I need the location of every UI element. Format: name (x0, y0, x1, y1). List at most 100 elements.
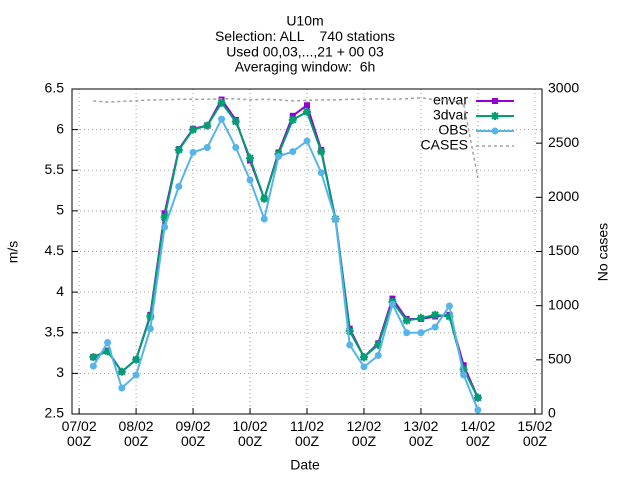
series-line (92, 116, 479, 411)
y2-tick-label: 1000 (548, 296, 579, 312)
marker (289, 148, 297, 156)
marker (132, 371, 140, 379)
marker (460, 371, 468, 379)
y2-tick-label: 3000 (548, 80, 579, 96)
marker (403, 329, 411, 337)
y2-tick-label: 1500 (548, 242, 579, 258)
marker (217, 98, 226, 107)
marker (374, 352, 382, 359)
legend-label: CASES (421, 137, 468, 153)
marker (175, 183, 183, 190)
marker (146, 312, 155, 321)
marker (445, 302, 453, 310)
marker (89, 353, 98, 362)
y2-tick-label: 2500 (548, 134, 579, 150)
marker (431, 310, 440, 319)
marker (317, 147, 326, 156)
x-tick-label: 10/02 00Z (232, 418, 268, 449)
marker (460, 362, 467, 369)
marker (303, 137, 311, 145)
marker (359, 353, 368, 362)
y-tick-label: 4 (56, 283, 64, 299)
y-tick-label: 2.5 (45, 405, 65, 421)
marker (346, 341, 354, 349)
x-tick-label: 13/02 00Z (403, 418, 439, 449)
y2-tick-label: 500 (548, 351, 572, 367)
marker (160, 213, 169, 222)
marker (104, 339, 112, 346)
x-tick-label: 09/02 00Z (175, 418, 211, 449)
marker (275, 152, 283, 160)
y-axis-label: m/s (5, 241, 21, 264)
marker (491, 127, 499, 135)
x-tick-label: 07/02 00Z (61, 418, 97, 449)
y-tick-label: 3.5 (45, 323, 65, 339)
marker (374, 340, 383, 349)
marker (246, 154, 255, 163)
marker (492, 98, 498, 104)
marker (189, 148, 197, 156)
legend-label: envar (433, 92, 468, 108)
marker (174, 145, 183, 154)
marker (445, 312, 454, 321)
marker (203, 121, 212, 130)
marker (231, 117, 240, 126)
y2-tick-label: 2000 (548, 188, 579, 204)
marker (232, 144, 240, 151)
marker (117, 367, 126, 376)
x-axis-label: Date (290, 457, 320, 473)
marker (103, 347, 112, 356)
marker (317, 169, 325, 177)
y-tick-label: 4.5 (45, 242, 65, 258)
chart-title: Used 00,03,...,21 + 00 03 (226, 43, 384, 59)
marker (260, 215, 268, 223)
y-tick-label: 3 (56, 364, 64, 380)
marker (118, 384, 126, 392)
marker (303, 107, 311, 116)
marker (203, 144, 211, 151)
marker (402, 316, 411, 325)
marker (491, 112, 499, 120)
x-tick-label: 15/02 00Z (517, 418, 553, 449)
marker (474, 406, 482, 414)
marker (161, 223, 169, 231)
marker (360, 363, 368, 371)
y2-tick-label: 0 (548, 405, 556, 421)
marker (260, 194, 269, 203)
series-line (93, 96, 479, 178)
y-tick-label: 6.5 (45, 80, 65, 96)
marker (416, 314, 425, 323)
marker (289, 112, 296, 119)
marker (345, 327, 354, 336)
marker (459, 365, 468, 374)
legend-label: 3dvar (433, 107, 468, 123)
marker (331, 215, 339, 223)
marker (431, 323, 439, 331)
y-tick-label: 5 (56, 202, 64, 218)
y-tick-label: 6 (56, 120, 64, 136)
marker (304, 102, 310, 109)
x-tick-label: 08/02 00Z (118, 418, 154, 449)
x-tick-label: 12/02 00Z (346, 418, 382, 449)
series-line (92, 101, 479, 399)
marker (288, 115, 297, 124)
chart-title: U10m (286, 13, 323, 29)
plot-border (71, 88, 543, 415)
marker (89, 362, 97, 370)
marker (146, 325, 154, 333)
x-tick-label: 11/02 00Z (290, 418, 324, 449)
y-tick-label: 5.5 (45, 161, 65, 177)
marker (473, 393, 482, 402)
marker (246, 176, 254, 184)
marker (218, 115, 226, 123)
chart-title: Selection: ALL 740 stations (215, 28, 395, 44)
marker (132, 355, 141, 364)
x-tick-label: 14/02 00Z (460, 418, 496, 449)
marker (388, 300, 396, 308)
y2-axis-label: No cases (595, 223, 611, 281)
legend-label: OBS (438, 122, 468, 138)
marker (417, 329, 425, 337)
chart-title: Averaging window: 6h (235, 59, 376, 75)
